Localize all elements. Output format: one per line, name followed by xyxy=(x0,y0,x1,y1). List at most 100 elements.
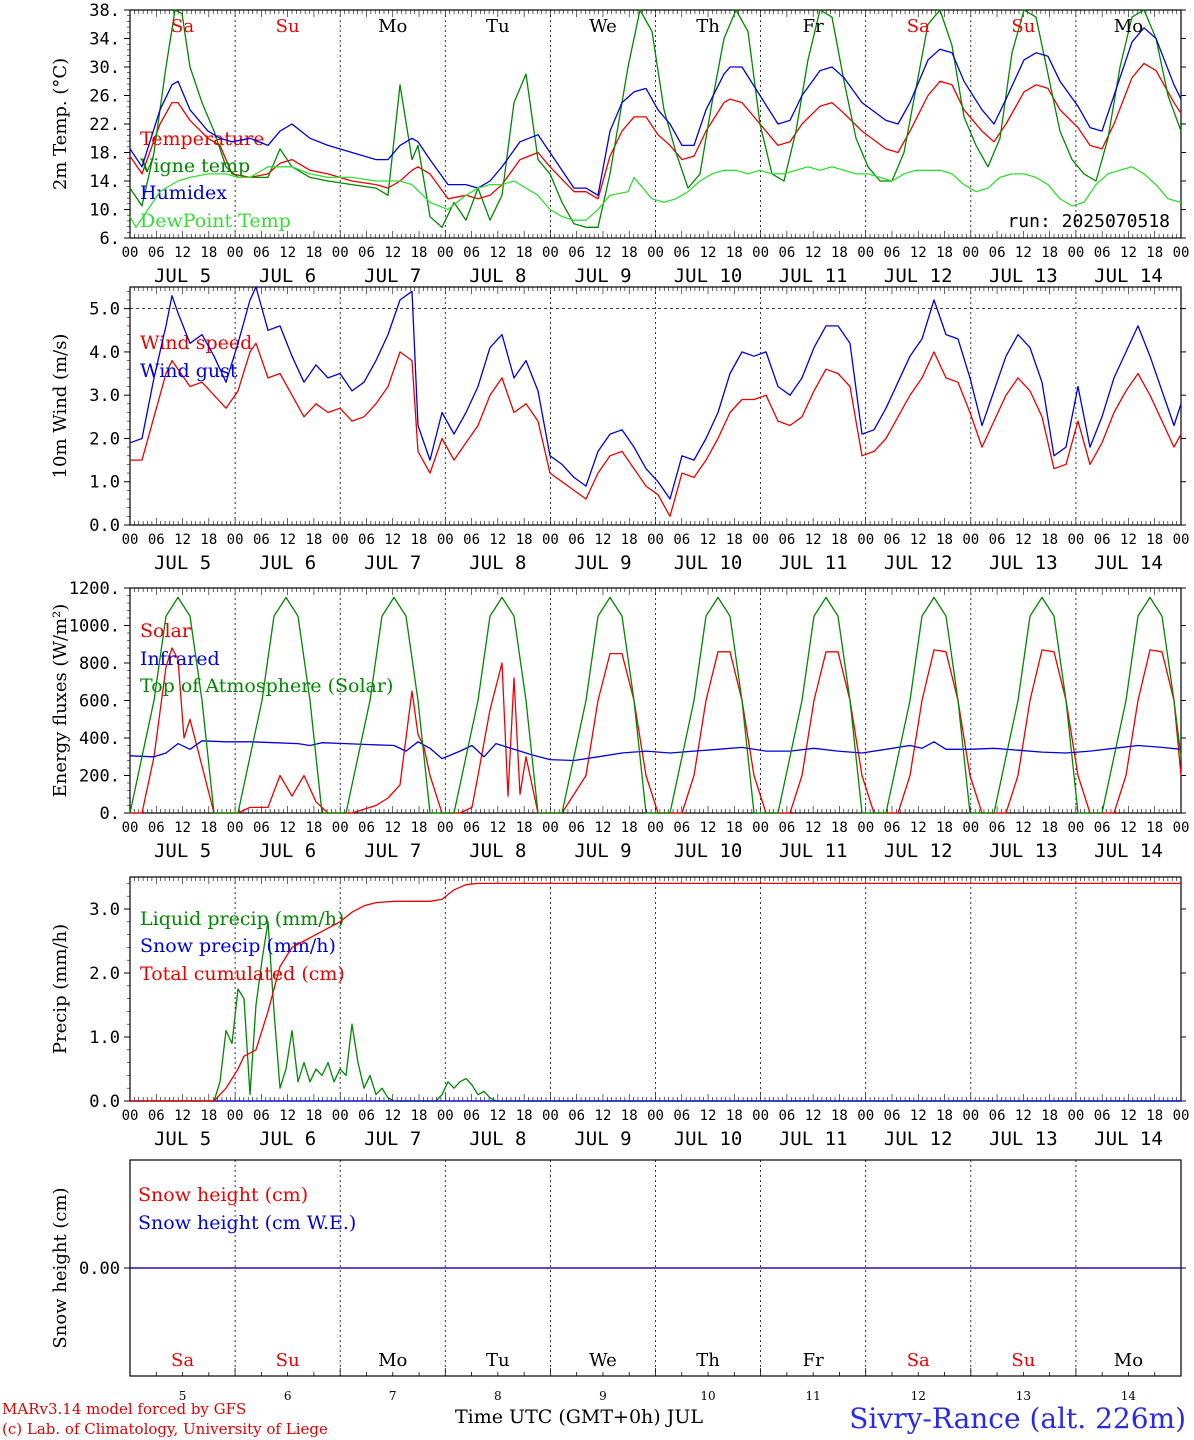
lab-credit: (c) Lab. of Climatology, University of L… xyxy=(2,1420,328,1438)
hour-tick-label: 18 xyxy=(936,820,953,836)
weekday-label: Su xyxy=(276,16,300,37)
hour-tick-label: 06 xyxy=(358,532,375,548)
y-tick-label: 1.0 xyxy=(89,473,120,493)
hour-tick-label: 18 xyxy=(200,532,217,548)
day-label: JUL 6 xyxy=(259,840,316,862)
hour-tick-label: 12 xyxy=(700,1108,717,1124)
legend-entry: DewPoint Temp xyxy=(140,210,291,232)
hour-tick-label: 12 xyxy=(489,245,506,261)
y-tick-label: 38. xyxy=(89,1,120,21)
hour-tick-label: 00 xyxy=(542,532,559,548)
hour-tick-label: 00 xyxy=(542,1108,559,1124)
day-label: JUL 10 xyxy=(674,1128,743,1150)
day-number-label: 14 xyxy=(1121,1389,1137,1403)
series-line-energy-2 xyxy=(129,596,1182,814)
day-label: JUL 9 xyxy=(574,265,631,287)
hour-tick-label: 00 xyxy=(1173,532,1190,548)
day-label: JUL 12 xyxy=(884,265,953,287)
y-tick-label: 3.0 xyxy=(89,386,120,406)
hour-tick-label: 00 xyxy=(542,820,559,836)
legend-entry: Wind speed xyxy=(140,332,252,354)
hour-tick-label: 18 xyxy=(831,245,848,261)
hour-tick-label: 06 xyxy=(989,1108,1006,1124)
hour-tick-label: 06 xyxy=(148,245,165,261)
hour-tick-label: 12 xyxy=(1015,245,1032,261)
day-label: JUL 9 xyxy=(574,840,631,862)
hour-tick-label: 00 xyxy=(1173,245,1190,261)
hour-tick-label: 12 xyxy=(595,245,612,261)
y-axis-label-temperature: 2m Temp. (°C) xyxy=(50,58,71,190)
day-label: JUL 7 xyxy=(364,552,421,574)
panel-frame-temperature xyxy=(129,9,1182,239)
series-line-wind-1 xyxy=(129,286,1182,500)
hour-tick-label: 18 xyxy=(411,245,428,261)
y-tick-label: 34. xyxy=(89,30,120,50)
y-tick-label: 22. xyxy=(89,115,120,135)
weekday-label: We xyxy=(589,1350,617,1371)
day-label: JUL 5 xyxy=(154,1128,211,1150)
hour-tick-label: 18 xyxy=(516,245,533,261)
weekday-label: Th xyxy=(696,16,720,37)
hour-tick-label: 12 xyxy=(1015,820,1032,836)
hour-tick-label: 00 xyxy=(227,1108,244,1124)
y-tick-label: 2.0 xyxy=(89,429,120,449)
day-label: JUL 7 xyxy=(364,265,421,287)
hour-tick-label: 18 xyxy=(200,245,217,261)
legend-entry: Top of Atmosphere (Solar) xyxy=(140,675,393,697)
hour-tick-label: 00 xyxy=(1067,532,1084,548)
hour-tick-label: 06 xyxy=(989,532,1006,548)
hour-tick-label: 18 xyxy=(1041,532,1058,548)
hour-tick-label: 00 xyxy=(962,532,979,548)
day-label: JUL 7 xyxy=(364,840,421,862)
hour-tick-label: 18 xyxy=(621,532,638,548)
y-tick-label: 5.0 xyxy=(89,300,120,320)
day-label: JUL 12 xyxy=(884,840,953,862)
hour-tick-label: 12 xyxy=(489,820,506,836)
hour-tick-label: 06 xyxy=(568,1108,585,1124)
hour-tick-label: 00 xyxy=(437,820,454,836)
y-axis-label-snow: Snow height (cm) xyxy=(50,1187,71,1348)
hour-tick-label: 18 xyxy=(305,1108,322,1124)
legend-entry: Total cumulated (cm) xyxy=(140,963,345,985)
legend-entry: Temperature xyxy=(140,128,264,150)
hour-tick-label: 06 xyxy=(148,532,165,548)
hour-tick-label: 00 xyxy=(962,1108,979,1124)
hour-tick-label: 12 xyxy=(1120,820,1137,836)
y-tick-label: 200. xyxy=(79,767,120,787)
hour-tick-label: 18 xyxy=(1146,1108,1163,1124)
hour-tick-label: 12 xyxy=(174,245,191,261)
hour-tick-label: 06 xyxy=(358,820,375,836)
hour-tick-label: 18 xyxy=(516,820,533,836)
day-number-label: 7 xyxy=(389,1389,397,1403)
legend-entry: Wind gust xyxy=(140,360,238,382)
hour-tick-label: 06 xyxy=(778,245,795,261)
weekday-label: Sa xyxy=(171,1350,194,1371)
y-tick-label: 1000. xyxy=(69,617,120,637)
series-line-temperature-1 xyxy=(129,9,1182,228)
day-label: JUL 10 xyxy=(674,840,743,862)
hour-tick-label: 18 xyxy=(621,1108,638,1124)
y-tick-label: 400. xyxy=(79,729,120,749)
hour-tick-label: 18 xyxy=(411,1108,428,1124)
day-number-label: 11 xyxy=(806,1389,821,1403)
hour-tick-label: 12 xyxy=(1015,1108,1032,1124)
weekday-label: Sa xyxy=(907,1350,930,1371)
hour-tick-label: 18 xyxy=(936,1108,953,1124)
hour-tick-label: 00 xyxy=(437,532,454,548)
day-label: JUL 13 xyxy=(989,552,1058,574)
weekday-label: Mo xyxy=(1114,1350,1143,1371)
series-line-temperature-2 xyxy=(129,27,1182,196)
hour-tick-label: 06 xyxy=(358,1108,375,1124)
hour-tick-label: 18 xyxy=(726,1108,743,1124)
day-number-label: 9 xyxy=(599,1389,607,1403)
hour-tick-label: 00 xyxy=(227,532,244,548)
day-label: JUL 10 xyxy=(674,552,743,574)
model-credit: MARv3.14 model forced by GFS xyxy=(2,1400,247,1418)
hour-tick-label: 12 xyxy=(595,1108,612,1124)
hour-tick-label: 06 xyxy=(1094,532,1111,548)
day-label: JUL 5 xyxy=(154,840,211,862)
hour-tick-label: 18 xyxy=(516,532,533,548)
hour-tick-label: 00 xyxy=(1067,245,1084,261)
legend-entry: Vigne temp xyxy=(139,155,250,177)
